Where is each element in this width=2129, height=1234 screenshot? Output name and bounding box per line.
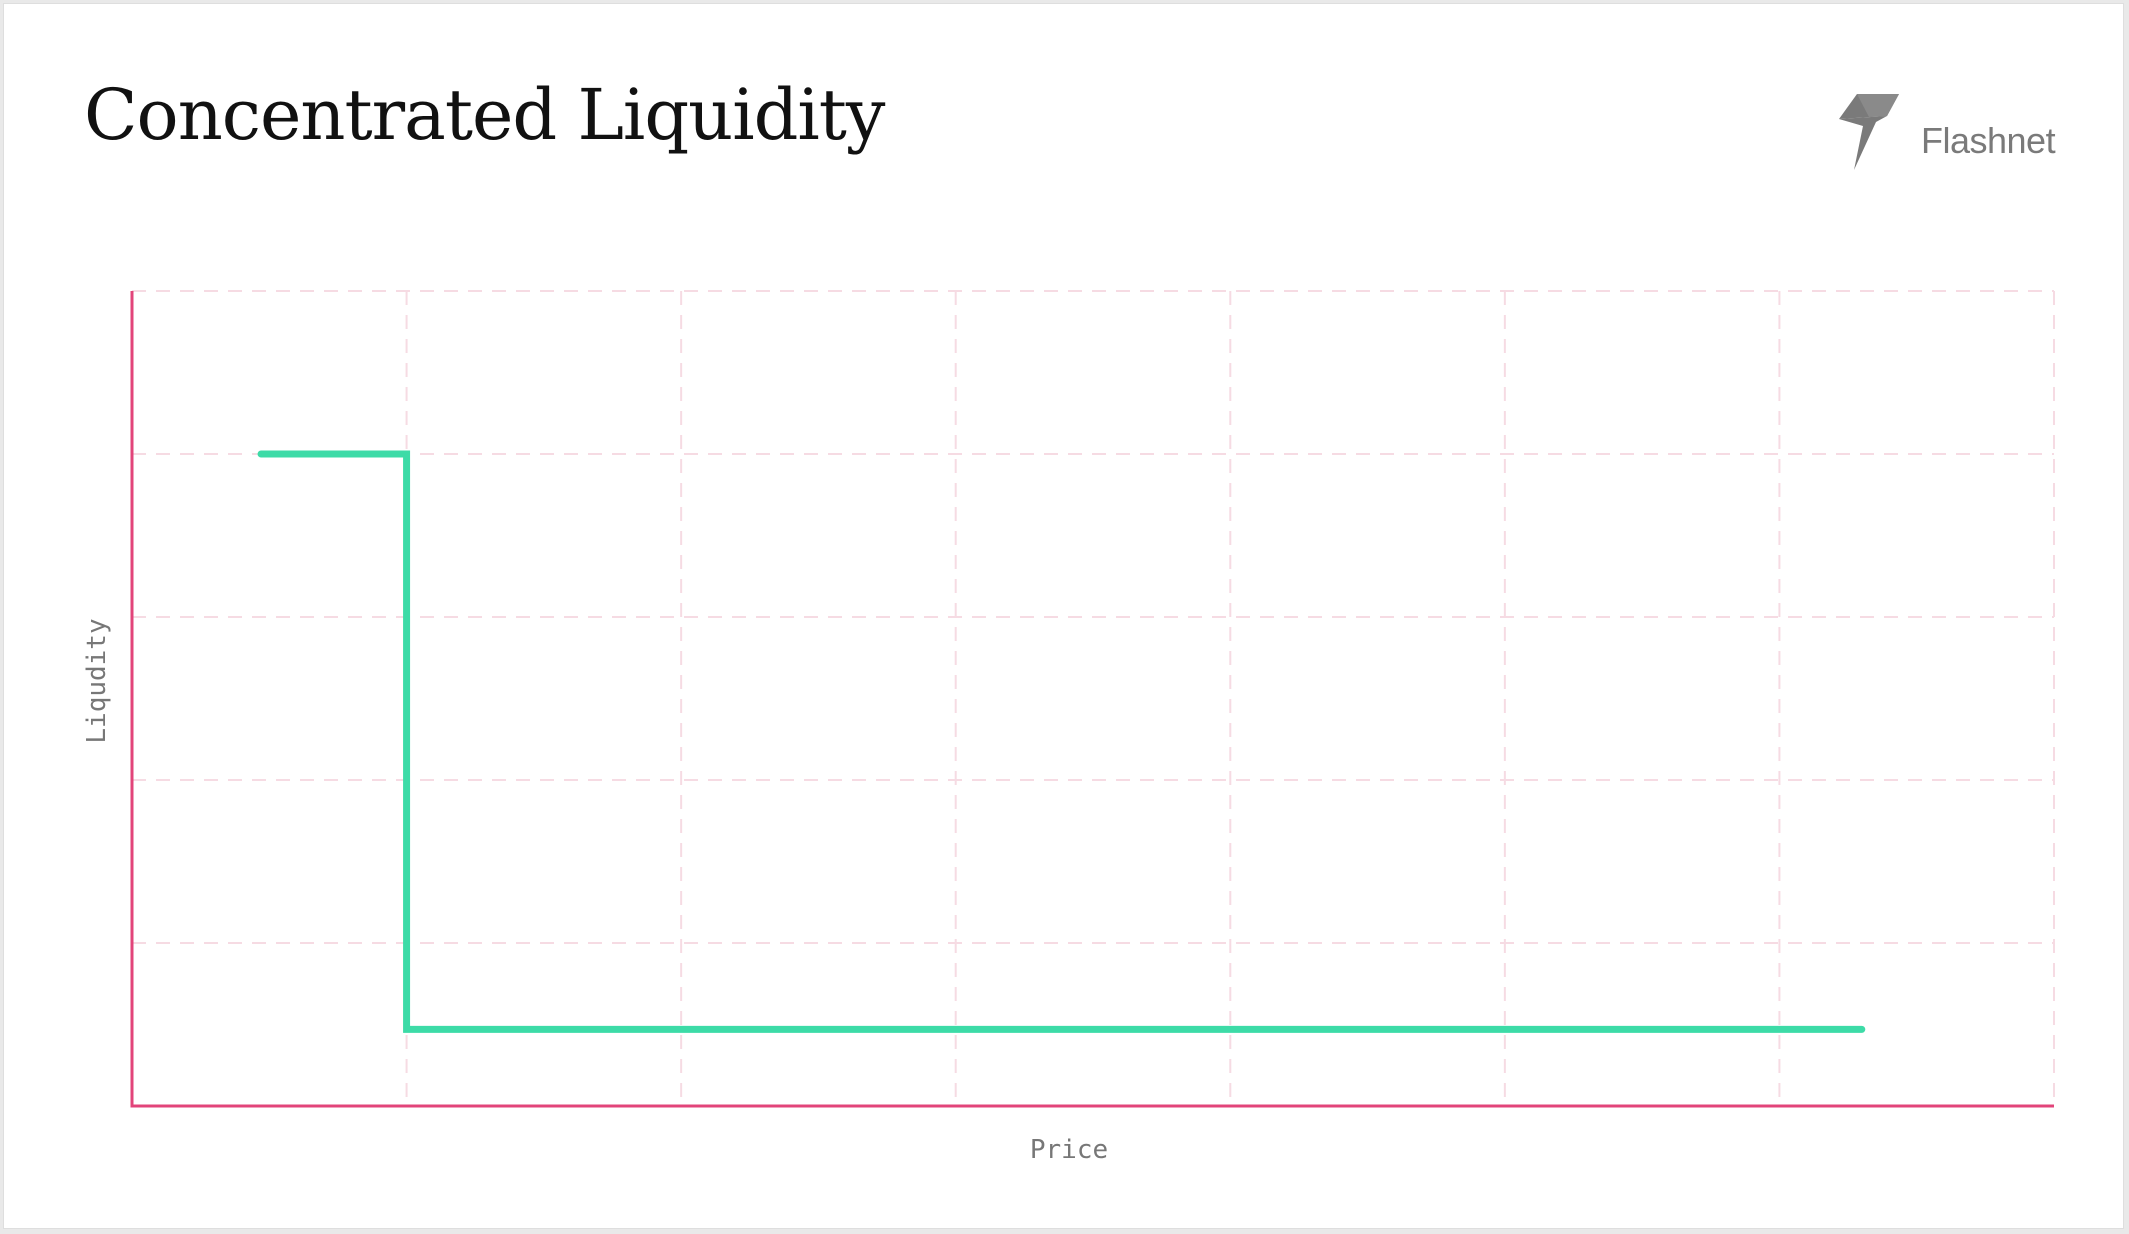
grid-lines bbox=[132, 290, 2055, 1106]
liquidity-chart bbox=[130, 290, 2055, 1108]
x-axis-label: Price bbox=[1029, 1135, 1109, 1165]
flashnet-bolt-icon bbox=[1839, 94, 1899, 170]
series-group bbox=[257, 450, 1866, 1033]
series-line-0 bbox=[257, 450, 1866, 1033]
brand-logo: Flashnet bbox=[1839, 94, 2064, 174]
axes bbox=[130, 291, 2054, 1108]
chart-card: Concentrated Liquidity Flashnet Liqudity… bbox=[3, 3, 2124, 1229]
y-axis-label: Liqudity bbox=[82, 618, 112, 744]
brand-name: Flashnet bbox=[1921, 120, 2056, 161]
page-title: Concentrated Liquidity bbox=[84, 74, 885, 156]
